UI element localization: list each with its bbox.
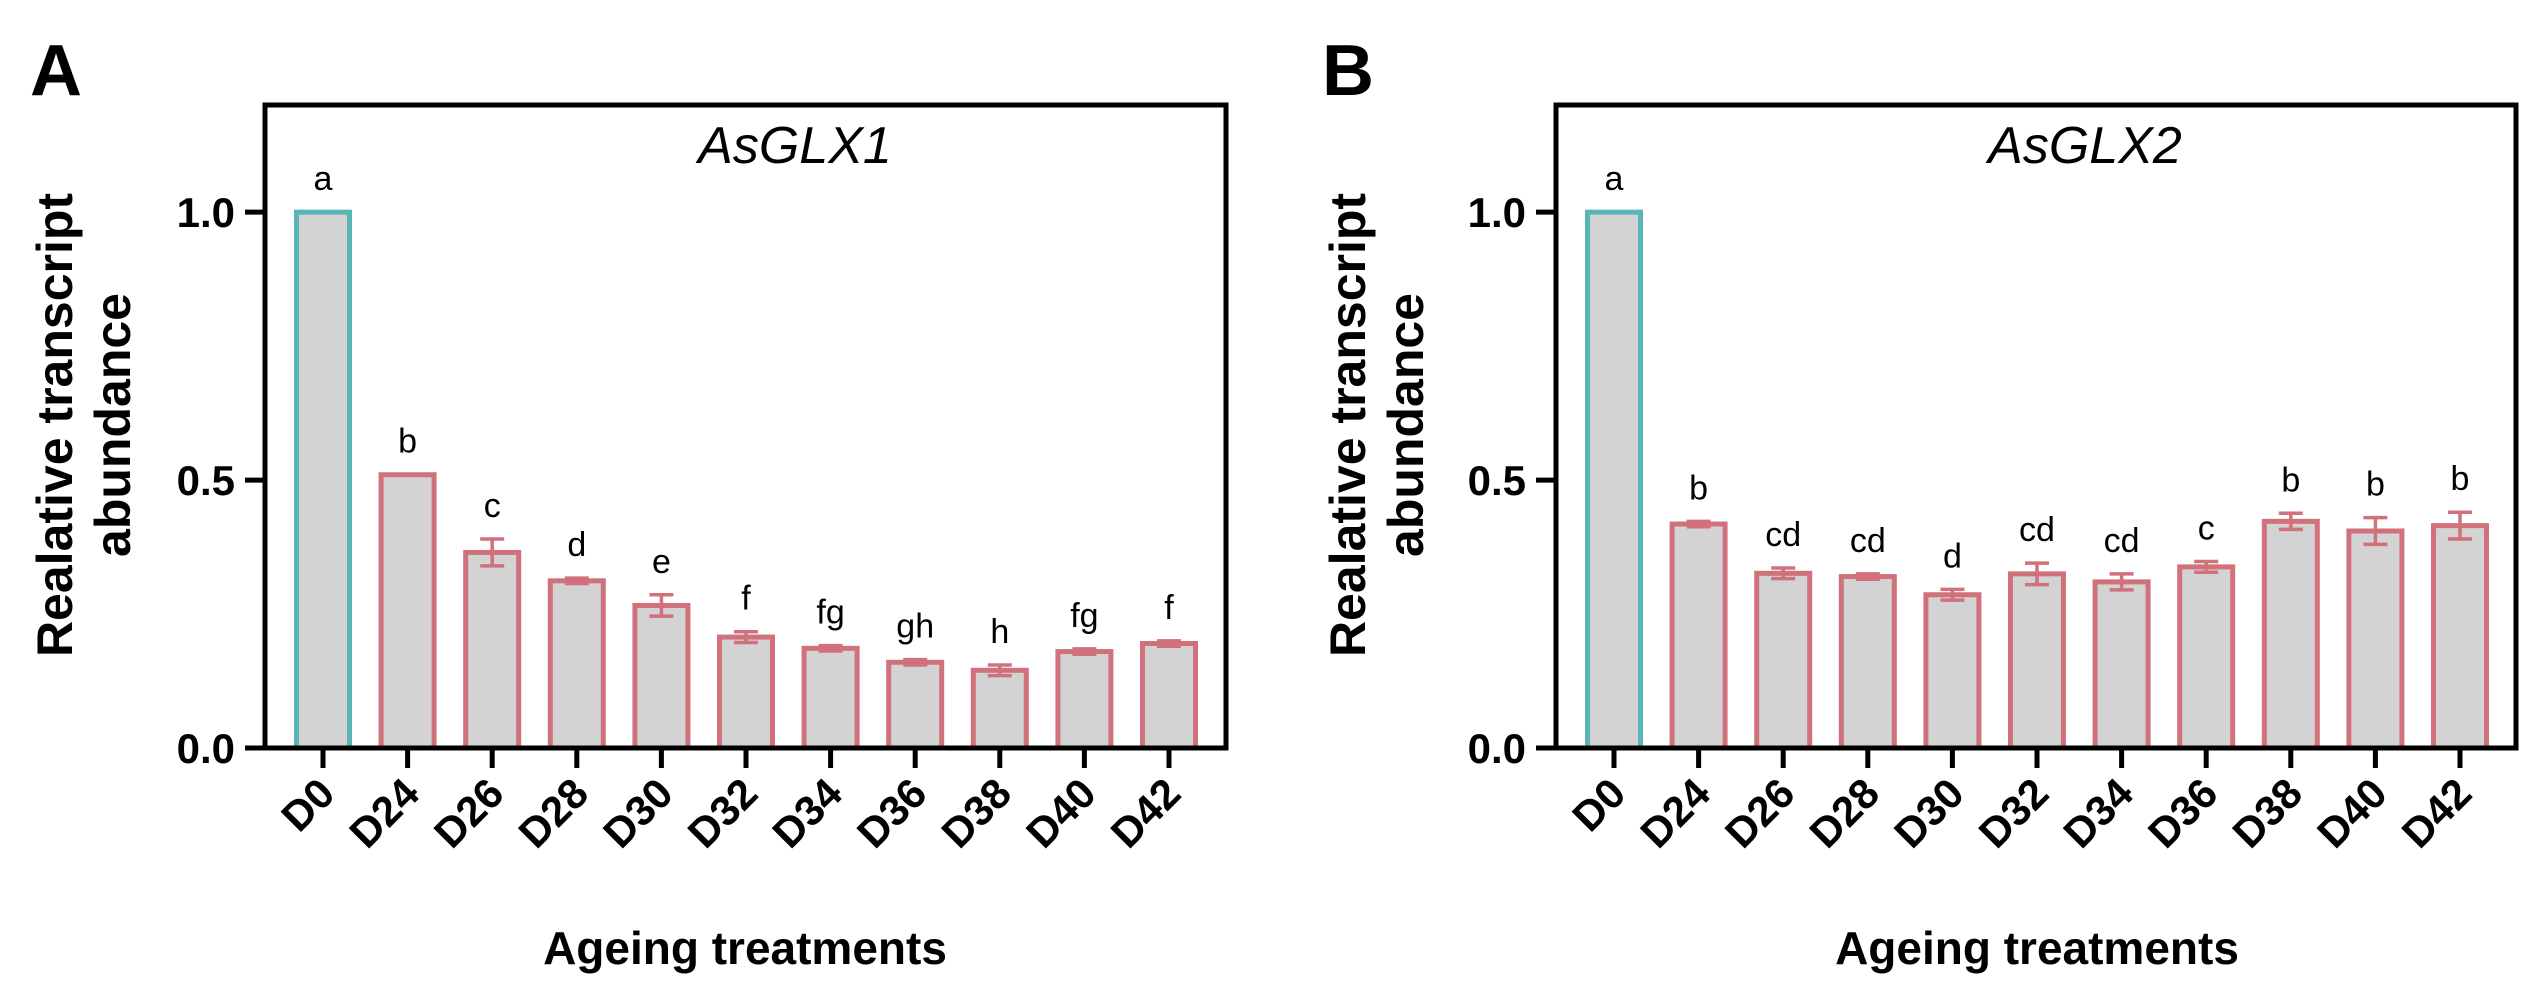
bar-D32 <box>2008 571 2066 751</box>
x-tick-label: D30 <box>594 769 682 857</box>
x-tick-label: D40 <box>1017 769 1105 857</box>
x-tick-label: D28 <box>509 769 597 857</box>
significance-letter: c <box>484 487 501 525</box>
x-tick-label: D0 <box>1563 769 1634 840</box>
x-tick-label: D34 <box>2054 769 2142 857</box>
x-tick-label: D38 <box>932 769 1020 857</box>
panel-b: B AsGLX2 Realative transcript abundance … <box>1320 31 2519 974</box>
significance-letter: b <box>398 423 417 461</box>
chart-title: AsGLX1 <box>695 117 892 175</box>
x-tick-label: D26 <box>425 769 513 857</box>
significance-letter: a <box>1605 160 1624 198</box>
panel-a: A AsGLX1 Realative transcript abundance … <box>27 31 1229 974</box>
bar-D28 <box>1838 574 1897 751</box>
significance-letter: b <box>2281 461 2300 499</box>
y-axis-title-line-1: Realative transcript <box>27 193 83 657</box>
x-tick-label: D30 <box>1885 769 1973 857</box>
significance-letter: b <box>2451 460 2470 498</box>
significance-letter: fg <box>816 594 844 632</box>
x-tick-label: D36 <box>848 769 936 857</box>
x-tick-label: D0 <box>272 769 343 840</box>
bar-D34 <box>2092 579 2151 751</box>
y-axis-title-line-2: abundance <box>1378 293 1434 557</box>
bar-D0 <box>294 209 352 751</box>
bar-D26 <box>463 549 522 751</box>
x-tick-label: D36 <box>2139 769 2227 857</box>
significance-letter: c <box>2198 510 2215 548</box>
y-tick-label: 0.5 <box>1468 457 1526 504</box>
x-tick-label: D24 <box>1631 769 1719 857</box>
x-tick-label: D32 <box>679 769 767 857</box>
bar-D24 <box>378 472 437 751</box>
significance-letter: f <box>741 580 751 618</box>
x-axis-title: Ageing treatments <box>543 922 947 974</box>
significance-letter: cd <box>2104 522 2140 560</box>
bar-D36 <box>886 659 945 751</box>
y-axis-title-line-2: abundance <box>85 293 141 557</box>
x-tick-label: D32 <box>1970 769 2058 857</box>
significance-letter: cd <box>2019 511 2055 549</box>
bar-D34 <box>801 645 860 751</box>
significance-letter: gh <box>896 608 934 646</box>
bar-D30 <box>632 602 691 751</box>
significance-letter: d <box>567 526 586 564</box>
y-tick-label: 0.0 <box>177 725 235 772</box>
bar-D42 <box>1140 641 1198 751</box>
significance-letter: b <box>2366 466 2385 504</box>
bar-D40 <box>1055 649 1114 751</box>
significance-letter: f <box>1164 589 1174 627</box>
significance-letter: b <box>1689 469 1708 507</box>
chart-title: AsGLX2 <box>1985 117 2182 175</box>
bar-D40 <box>2346 528 2405 751</box>
bar-D42 <box>2431 523 2489 751</box>
significance-letter: a <box>314 160 333 198</box>
bar-D36 <box>2177 564 2236 751</box>
x-tick-label: D42 <box>1102 769 1190 857</box>
significance-letter: d <box>1943 537 1962 575</box>
significance-letter: cd <box>1765 516 1801 554</box>
x-tick-label: D24 <box>340 769 428 857</box>
x-tick-label: D42 <box>2393 769 2481 857</box>
panel-letter: B <box>1322 31 1374 111</box>
x-axis-title: Ageing treatments <box>1835 922 2239 974</box>
x-tick-label: D34 <box>763 769 851 857</box>
significance-letter: h <box>990 613 1009 651</box>
y-tick-label: 0.0 <box>1468 725 1526 772</box>
y-tick-label: 0.5 <box>177 457 235 504</box>
bar-D32 <box>717 634 775 751</box>
significance-letter: e <box>652 543 671 581</box>
x-tick-label: D28 <box>1800 769 1888 857</box>
significance-letter: cd <box>1850 522 1886 560</box>
x-tick-label: D40 <box>2308 769 2396 857</box>
bar-D38 <box>970 667 1029 751</box>
plot-marks: a b c d e f fg gh h fg f 0.0 0.5 1.0 D0D24D26D28D30D32… <box>177 102 1229 857</box>
significance-letter: fg <box>1070 597 1098 635</box>
bar-D0 <box>1585 209 1643 751</box>
x-tick-label: D38 <box>2223 769 2311 857</box>
bar-D28 <box>547 578 606 751</box>
y-tick-label: 1.0 <box>1468 189 1526 236</box>
bar-D26 <box>1754 570 1813 751</box>
y-axis-title-line-1: Realative transcript <box>1320 193 1376 657</box>
x-tick-label: D26 <box>1716 769 1804 857</box>
panel-letter: A <box>30 31 82 111</box>
bar-D24 <box>1669 521 1728 751</box>
bar-D30 <box>1923 592 1982 751</box>
y-tick-label: 1.0 <box>177 189 235 236</box>
bar-D38 <box>2261 518 2320 751</box>
